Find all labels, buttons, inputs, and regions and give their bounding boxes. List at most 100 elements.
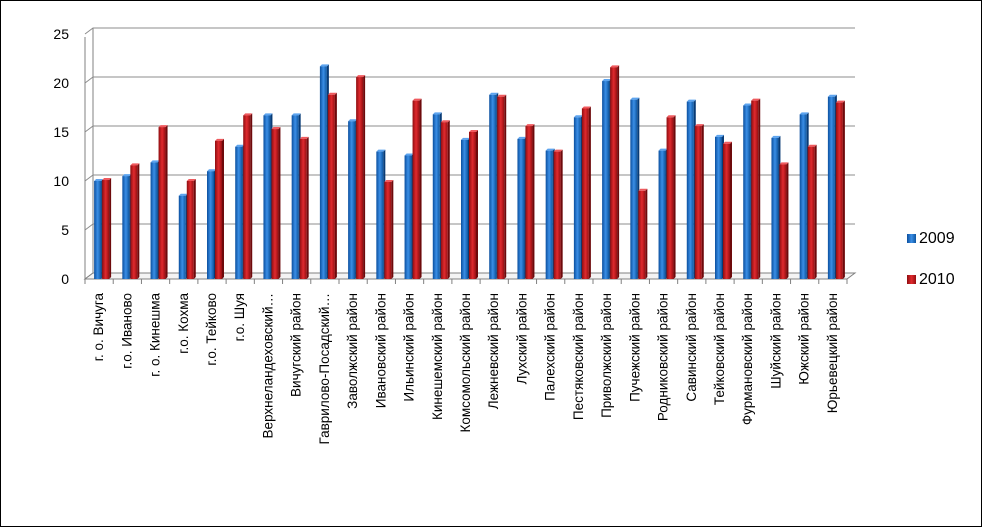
bar-top <box>291 113 301 116</box>
legend-item-2009: 2009 <box>907 230 955 247</box>
x-tick-label: Лухский район <box>514 293 529 384</box>
bar-2009 <box>602 79 612 279</box>
bar-2010 <box>581 106 591 279</box>
bar-top <box>525 124 535 127</box>
gridline <box>84 27 855 35</box>
bar-2009 <box>517 136 527 279</box>
bar-front <box>291 115 299 279</box>
bar-front <box>356 77 364 280</box>
bar-2009 <box>658 148 668 279</box>
bar-front <box>263 115 271 279</box>
bar-front <box>348 121 356 279</box>
bar-2010 <box>610 65 620 279</box>
bar-top <box>94 179 104 181</box>
bar-side <box>306 136 309 279</box>
bar-top <box>299 136 309 139</box>
bar-2009 <box>715 134 724 279</box>
bar-front <box>771 137 779 279</box>
bar-side <box>842 100 845 279</box>
bar-side <box>278 127 281 279</box>
x-tick-label: г.о. Шуя <box>232 293 247 341</box>
gridline <box>84 76 855 84</box>
bar-front <box>827 96 835 279</box>
x-tick-label: г. о. Кинешма <box>148 293 163 377</box>
bar-2009 <box>348 119 358 279</box>
bar-top <box>376 149 386 152</box>
bar-2010 <box>666 115 676 279</box>
bar-side <box>334 92 337 279</box>
x-tick-label: Верхнеландеховский… <box>260 293 275 438</box>
bar-front <box>102 180 110 279</box>
bar-front <box>694 126 702 280</box>
bar-2010 <box>412 98 422 279</box>
legend-label: 2010 <box>919 271 955 288</box>
bar-2009 <box>94 179 104 279</box>
bar-top <box>215 138 224 141</box>
x-tick-label: Южский район <box>797 293 812 385</box>
bar-2010 <box>440 120 450 279</box>
x-tick-label: Палехский район <box>543 293 558 401</box>
x-tick-label: г.о. Кохма <box>176 293 191 354</box>
x-tick-label: Комсомольский район <box>458 293 473 432</box>
bar-top <box>327 92 337 95</box>
bar-top <box>404 153 414 156</box>
bar-front <box>376 151 384 279</box>
bar-top <box>102 178 112 181</box>
bar-2010 <box>779 162 789 279</box>
bar-top <box>743 103 753 106</box>
bar-2009 <box>319 64 329 279</box>
bar-side <box>560 149 563 279</box>
bar-front <box>807 146 815 279</box>
bar-front <box>835 102 843 279</box>
bar-side <box>391 179 394 279</box>
bar-2010 <box>835 100 845 279</box>
bar-top <box>545 148 555 151</box>
bar-front <box>243 115 251 279</box>
bar-top <box>130 163 140 166</box>
bar-2010 <box>356 75 366 280</box>
bar-front <box>207 171 214 279</box>
bar-front <box>412 100 420 279</box>
bar-top <box>694 124 704 127</box>
bar-2010 <box>327 92 337 279</box>
bar-2009 <box>743 103 753 279</box>
bar-top <box>440 120 450 123</box>
bar-2010 <box>751 98 761 279</box>
bar-front <box>638 190 646 279</box>
bar-2009 <box>545 148 555 279</box>
y-tick-label: 15 <box>53 124 69 140</box>
bar-2009 <box>376 149 386 279</box>
bar-front <box>799 114 807 279</box>
x-tick-label: Приволжский район <box>599 293 614 418</box>
x-tick-label: г. о. Вичуга <box>91 293 106 362</box>
bar-top <box>771 135 781 138</box>
bar-side <box>673 115 676 279</box>
bar-front <box>122 176 130 279</box>
bar-top <box>602 79 612 82</box>
bar-front <box>271 129 279 279</box>
bar-side <box>730 141 732 279</box>
bar-front <box>158 127 166 279</box>
bar-front <box>404 155 412 279</box>
bar-front <box>94 181 102 279</box>
bar-top <box>573 115 583 118</box>
bar-side <box>222 138 224 279</box>
bar-2010 <box>553 149 563 279</box>
bar-2009 <box>122 174 132 279</box>
bar-side <box>786 162 789 279</box>
bar-front <box>779 164 787 279</box>
bar-front <box>461 139 468 279</box>
bar-side <box>701 124 704 280</box>
bar-front <box>545 150 553 279</box>
bar-front <box>723 143 730 279</box>
bar-side <box>504 94 507 279</box>
y-tick-label: 25 <box>53 26 69 42</box>
bar-top <box>384 179 394 182</box>
x-tick-label: Пучежский район <box>627 293 642 402</box>
bar-front <box>130 165 138 279</box>
bar-2010 <box>694 124 704 280</box>
bar-2009 <box>573 115 583 279</box>
bar-front <box>150 162 158 279</box>
bar-2009 <box>404 153 414 279</box>
bar-top <box>497 94 507 97</box>
